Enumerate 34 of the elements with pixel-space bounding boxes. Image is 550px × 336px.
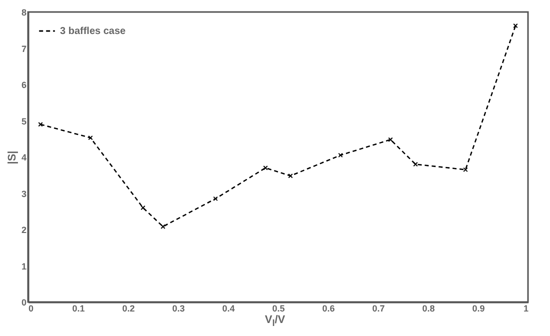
y-tick-label: 6 xyxy=(21,80,26,90)
point xyxy=(338,152,343,158)
x-tick-label: 1 xyxy=(523,304,528,314)
legend-label: 3 baffles case xyxy=(60,26,126,37)
point xyxy=(263,166,268,170)
point xyxy=(388,137,393,142)
y-tick-label: 7 xyxy=(21,44,26,54)
x-tick-label: 0.3 xyxy=(172,304,185,314)
point xyxy=(160,224,166,229)
y-axis-title: |S| xyxy=(6,150,18,164)
y-tick-label: 5 xyxy=(21,116,26,126)
x-tick-label: 0.1 xyxy=(72,304,85,314)
x-tick-label: 0.5 xyxy=(272,304,285,314)
y-tick-label: 2 xyxy=(21,225,26,235)
y-tick-label: 1 xyxy=(21,261,26,272)
point xyxy=(288,173,293,178)
y-tick-label: 8 xyxy=(21,8,26,18)
point xyxy=(463,167,468,172)
point xyxy=(88,135,93,140)
x-tick-label: 0.4 xyxy=(222,304,235,314)
x-tick-label: 0 xyxy=(28,304,34,314)
x-tick-label: 0.7 xyxy=(372,304,385,314)
x-tick-label: 0.9 xyxy=(472,304,485,314)
x-tick-label: 0.2 xyxy=(122,304,135,314)
x-tick-label: 0.6 xyxy=(322,304,335,314)
point xyxy=(513,23,518,28)
y-tick-label: 4 xyxy=(21,152,26,162)
point xyxy=(213,196,218,202)
x-tick-label: 0.8 xyxy=(422,304,435,314)
point xyxy=(413,162,418,167)
point xyxy=(140,205,146,210)
y-tick-label: 3 xyxy=(21,188,26,199)
point xyxy=(38,122,43,127)
x-axis-title: V$_{l}$/V xyxy=(264,314,286,328)
